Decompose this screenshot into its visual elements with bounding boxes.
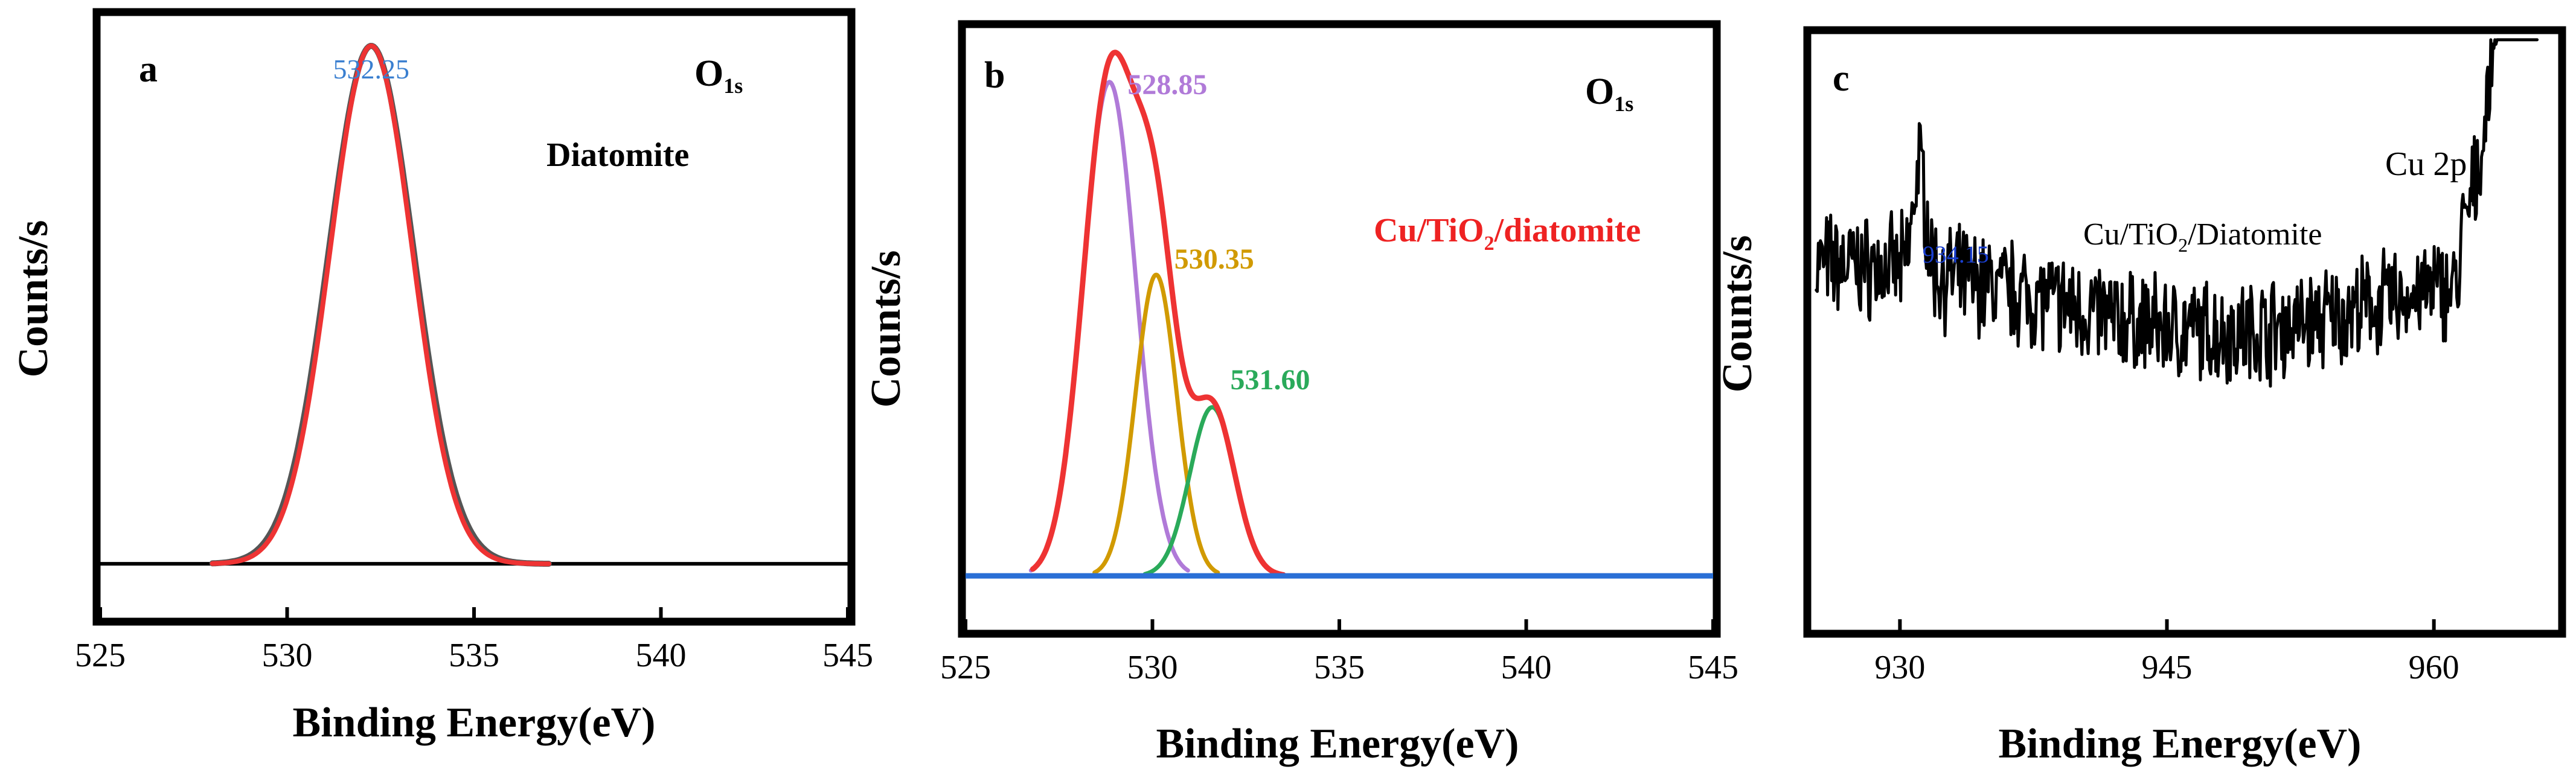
panel-b: 525 530 535 540 545 528.85 530.35 531.60 b O1s…	[863, 20, 1738, 767]
panel-c-letter: c	[1833, 58, 1850, 99]
x-tick-label-535: 535	[1314, 649, 1365, 686]
panel-a-y-axis-label: Counts/s	[10, 220, 57, 378]
x-tick-label-535: 535	[449, 637, 499, 674]
peak-label-531.60: 531.60	[1231, 364, 1310, 396]
x-tick-label-545: 545	[1688, 649, 1738, 686]
panel-a-x-tick-labels: 525 530 535 540 545	[75, 637, 873, 674]
panel-c-element-label: Cu 2p	[2385, 145, 2467, 183]
panel-a-x-ticks	[98, 607, 850, 622]
panel-c-y-axis-label: Counts/s	[1714, 235, 1761, 393]
panel-c-peak-label: 934.15	[1923, 241, 1989, 268]
panel-b-x-tick-labels: 525 530 535 540 545	[940, 649, 1738, 686]
panel-a-sample-label: Diatomite	[546, 136, 689, 174]
x-tick-label-525: 525	[940, 649, 991, 686]
x-tick-label-530: 530	[262, 637, 313, 674]
panel-b-peak-labels: 528.85 530.35 531.60	[1127, 69, 1310, 396]
panel-b-curves	[966, 49, 1713, 579]
x-tick-label-530: 530	[1127, 649, 1178, 686]
raw-spectrum	[209, 43, 552, 567]
panel-a-letter: a	[139, 49, 158, 90]
panel-c-x-axis-label: Binding Energy(eV)	[1999, 721, 2362, 767]
panel-a-x-axis-label: Binding Energy(eV)	[293, 700, 656, 746]
panel-b-x-ticks	[964, 619, 1715, 634]
panel-b-frame	[958, 20, 1721, 638]
panel-c-x-ticks	[1898, 619, 2436, 634]
x-tick-label-525: 525	[75, 637, 126, 674]
panel-c: 930 945 960 c Cu 2p Cu/TiO2/Diatomite 934.…	[1714, 26, 2566, 767]
panel-a-frame	[92, 8, 856, 626]
x-tick-label-540: 540	[1501, 649, 1552, 686]
x-tick-label-540: 540	[636, 637, 687, 674]
panel-b-letter: b	[984, 55, 1005, 96]
component-peak-528.85	[1028, 80, 1190, 573]
panel-a-peak-label: 532.25	[333, 54, 410, 84]
panel-a-element-label: O1s	[694, 53, 743, 98]
x-tick-label-960: 960	[2409, 649, 2459, 686]
panel-b-y-axis-label: Counts/s	[863, 250, 909, 408]
envelope-fit	[1030, 49, 1286, 578]
panel-c-sample-label: Cu/TiO2/Diatomite	[2083, 217, 2322, 256]
panel-b-element-label: O1s	[1585, 71, 1633, 116]
component-peak-531.60	[1142, 405, 1282, 576]
x-tick-label-545: 545	[822, 637, 873, 674]
panel-c-frame	[1803, 26, 2566, 638]
panel-a-curves	[100, 43, 848, 567]
cu2p-spectrum	[1815, 38, 2539, 388]
panel-a: 525 530 535 540 545 a O1s Diatomite 532.25 C…	[10, 8, 873, 746]
panel-c-x-tick-labels: 930 945 960	[1874, 649, 2459, 686]
panel-b-sample-label: Cu/TiO2/diatomite	[1374, 212, 1641, 255]
peak-label-528.85: 528.85	[1127, 69, 1207, 101]
panel-b-x-axis-label: Binding Energy(eV)	[1156, 721, 1519, 767]
peak-label-530.35: 530.35	[1174, 243, 1254, 275]
fit-peak-532.25	[210, 43, 551, 567]
component-peak-530.35	[1092, 272, 1220, 575]
x-tick-label-945: 945	[2142, 649, 2193, 686]
x-tick-label-930: 930	[1874, 649, 1925, 686]
panel-c-curves	[1815, 38, 2539, 388]
